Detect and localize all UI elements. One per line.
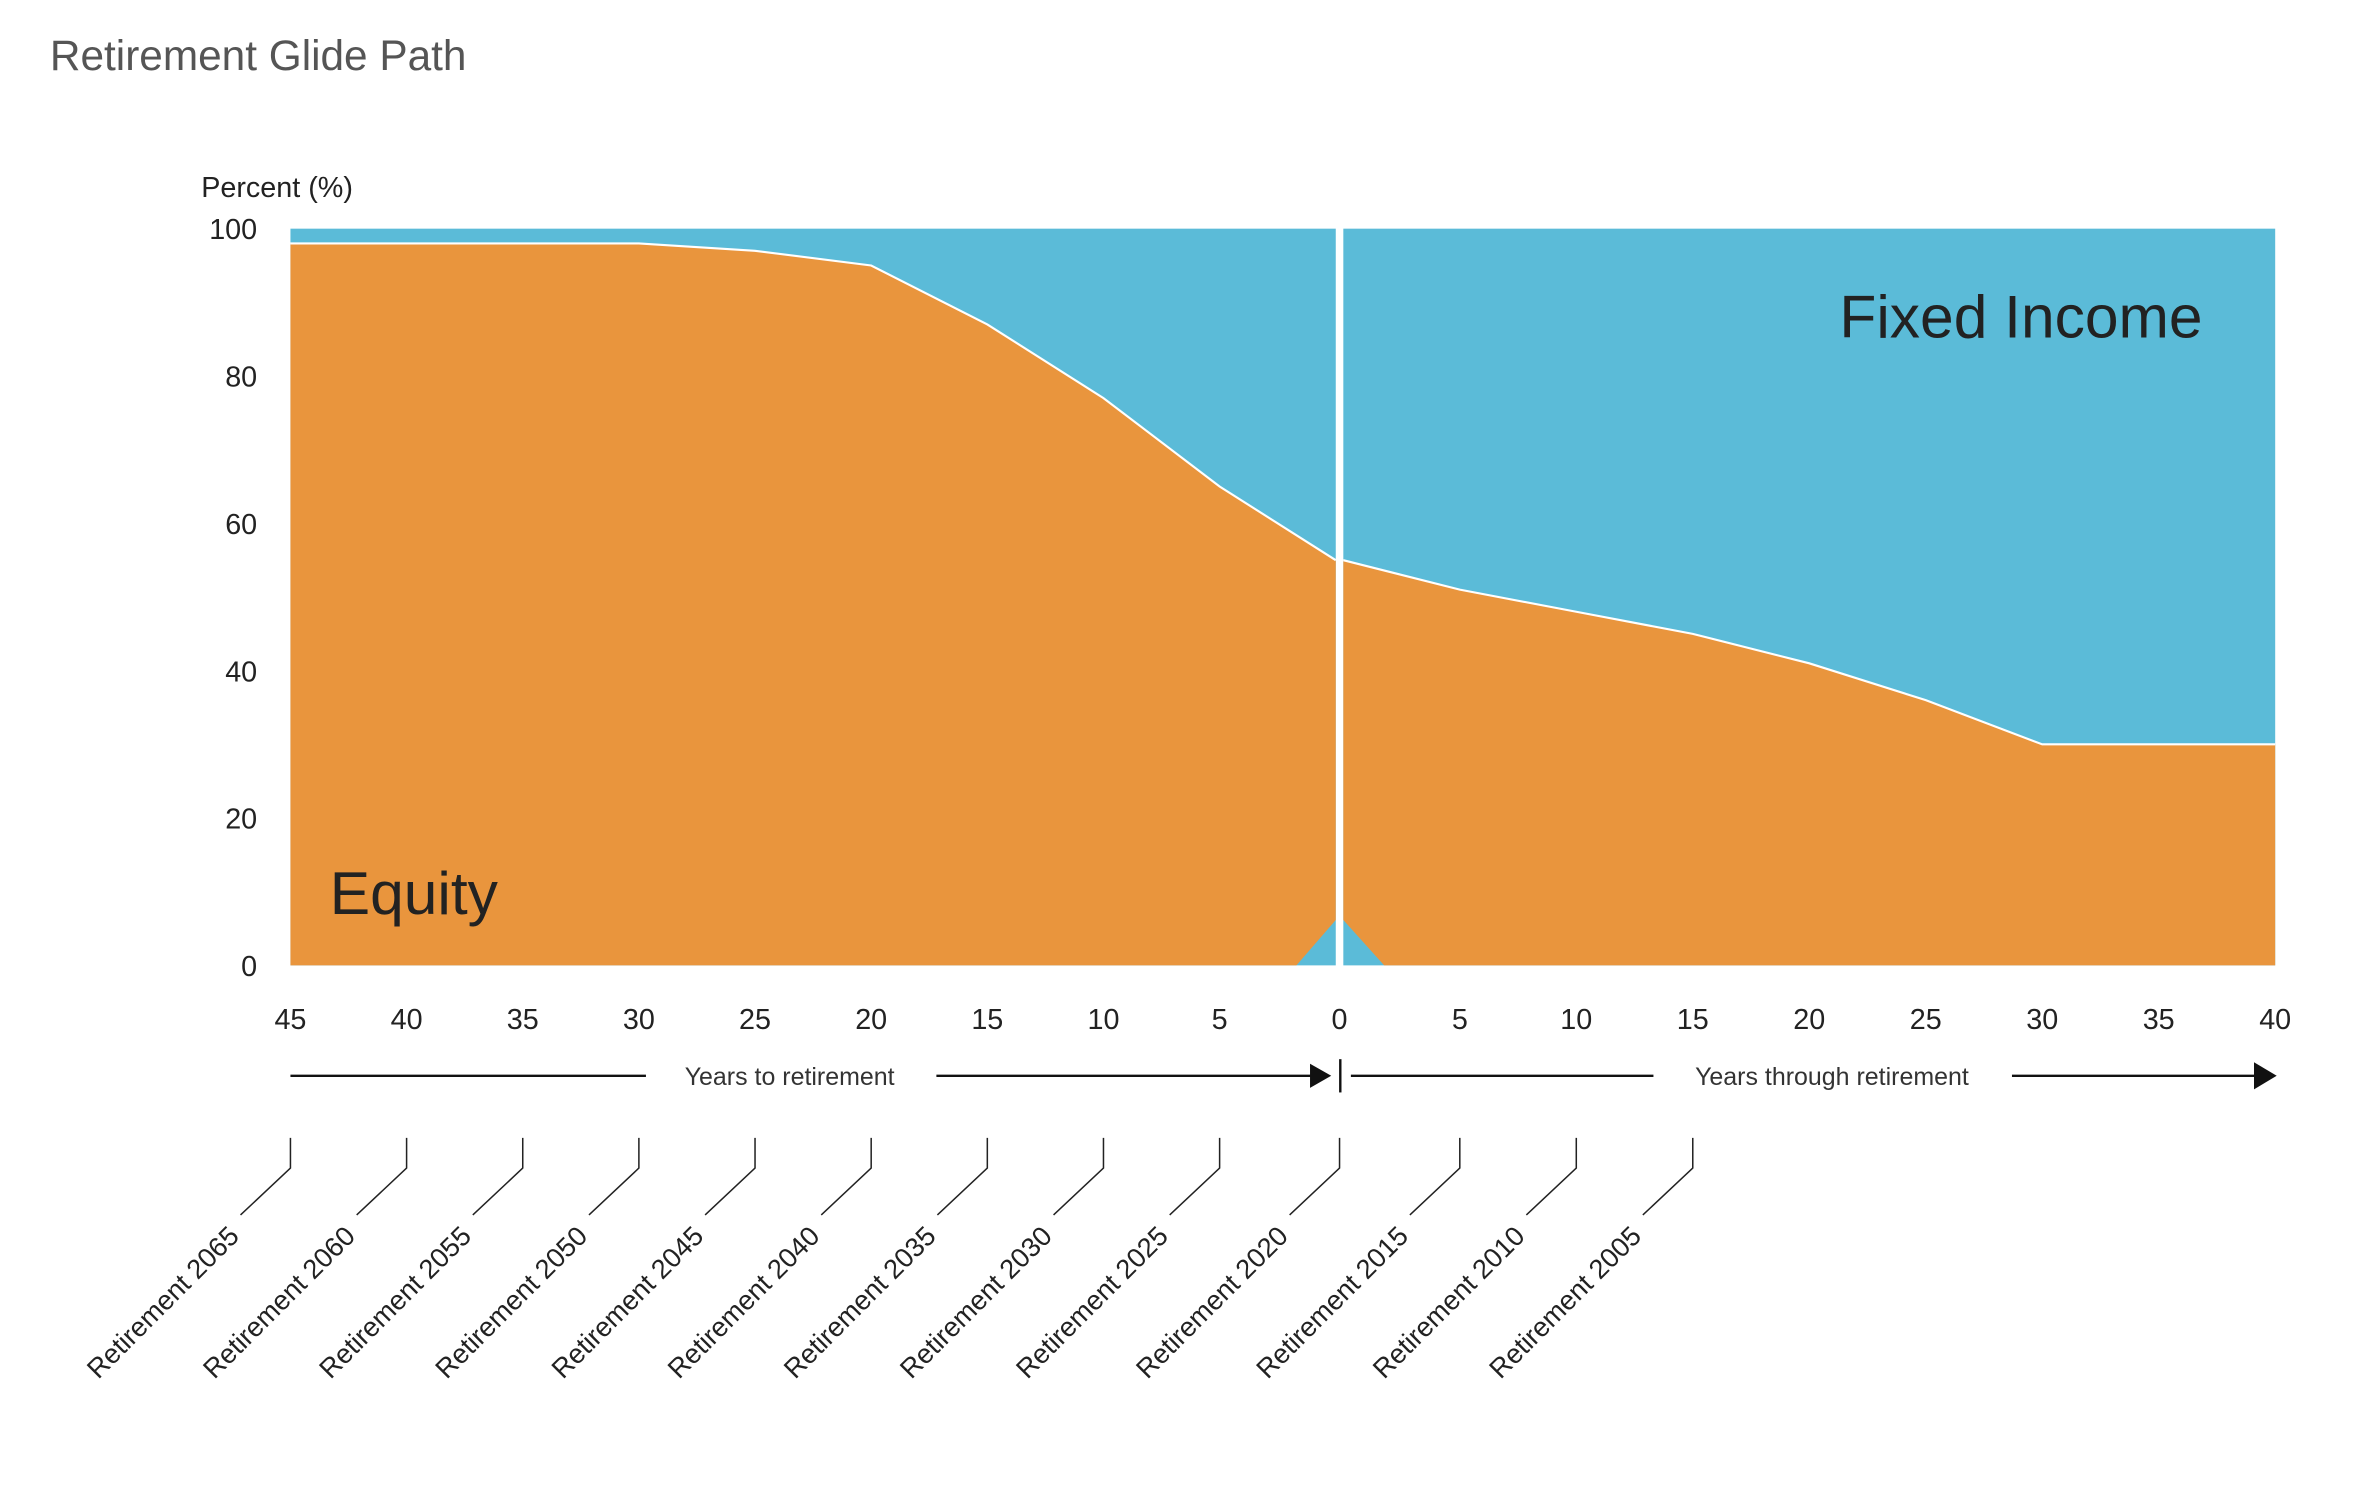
y-tick-label: 80 — [225, 362, 257, 394]
x-tick-label: 5 — [1452, 1004, 1468, 1036]
arrow-left-label: Years to retirement — [685, 1063, 895, 1091]
arrow-right-head-icon — [2254, 1062, 2277, 1090]
equity-area-pre — [290, 243, 1336, 966]
y-tick-label: 0 — [241, 951, 257, 983]
fund-leader-line — [356, 1137, 408, 1216]
equity-boundary-line-pre — [290, 242, 1337, 562]
fund-label-group: Retirement 2030 — [894, 1137, 1105, 1384]
fund-label-group: Retirement 2005 — [1483, 1137, 1694, 1384]
fund-label-group: Retirement 2045 — [545, 1137, 756, 1384]
x-tick-label: 0 — [1332, 1004, 1348, 1036]
fund-leader-line — [1289, 1137, 1341, 1216]
fund-leader-line — [820, 1137, 872, 1216]
fund-leader-line — [704, 1137, 756, 1216]
y-axis-ticks: 0 20 40 60 80 100 — [209, 214, 257, 983]
fund-label-group: Retirement 2035 — [777, 1137, 989, 1384]
y-tick-label: 20 — [225, 804, 257, 836]
fund-leader-line — [588, 1137, 640, 1216]
x-tick-label: 10 — [1560, 1004, 1592, 1036]
x-axis-ticks: 45 40 35 30 25 20 15 10 5 0 5 10 15 20 25 30 35 40 — [274, 1004, 2291, 1036]
x-tick-label: 25 — [739, 1004, 771, 1036]
fund-leader-line — [1642, 1137, 1694, 1216]
x-tick-label: 15 — [971, 1004, 1003, 1036]
x-tick-label: 40 — [391, 1004, 423, 1036]
equity-boundary-line-post — [1343, 559, 2276, 746]
x-tick-label: 35 — [507, 1004, 539, 1036]
fund-label-group: Retirement 2050 — [429, 1137, 640, 1384]
arrow-right-label: Years through retirement — [1695, 1063, 1969, 1091]
x-tick-label: 20 — [1793, 1004, 1825, 1036]
x-tick-label: 30 — [623, 1004, 655, 1036]
x-tick-label: 20 — [855, 1004, 887, 1036]
fund-leader-line — [472, 1137, 524, 1216]
x-tick-label: 40 — [2259, 1004, 2291, 1036]
fund-leader-line — [1525, 1137, 1578, 1216]
fund-label-group: Retirement 2065 — [81, 1137, 292, 1384]
equity-label: Equity — [330, 859, 499, 927]
equity-area-post — [1343, 560, 2276, 966]
x-tick-label: 5 — [1212, 1004, 1228, 1036]
fund-label-group: Retirement 2010 — [1366, 1137, 1578, 1384]
y-axis-label: Percent (%) — [201, 172, 353, 204]
fund-leader-line — [1409, 1137, 1461, 1216]
y-tick-label: 100 — [209, 214, 257, 246]
y-tick-label: 60 — [225, 509, 257, 541]
fixed-income-label: Fixed Income — [1839, 283, 2202, 351]
fund-leader-line — [240, 1137, 292, 1216]
chart-title: Retirement Glide Path — [50, 32, 467, 79]
fund-leader-line — [1053, 1137, 1105, 1216]
plot-areas — [290, 228, 2276, 966]
fund-leader-line — [1169, 1137, 1221, 1216]
y-tick-label: 40 — [225, 656, 257, 688]
fund-label-group: Retirement 2040 — [661, 1137, 872, 1384]
x-tick-label: 35 — [2143, 1004, 2175, 1036]
x-tick-label: 15 — [1677, 1004, 1709, 1036]
x-tick-label: 30 — [2026, 1004, 2058, 1036]
x-tick-label: 25 — [1910, 1004, 1942, 1036]
arrow-left-head-icon — [1310, 1063, 1332, 1088]
fund-label-group: Retirement 2015 — [1250, 1137, 1461, 1384]
fund-label-group: Retirement 2060 — [197, 1137, 408, 1384]
x-axis-arrows: Years to retirement Years through retire… — [290, 1059, 2277, 1093]
fund-leader-line — [936, 1137, 989, 1216]
x-tick-label: 10 — [1087, 1004, 1119, 1036]
fund-label-group: Retirement 2055 — [313, 1137, 524, 1384]
x-tick-label: 45 — [274, 1004, 306, 1036]
